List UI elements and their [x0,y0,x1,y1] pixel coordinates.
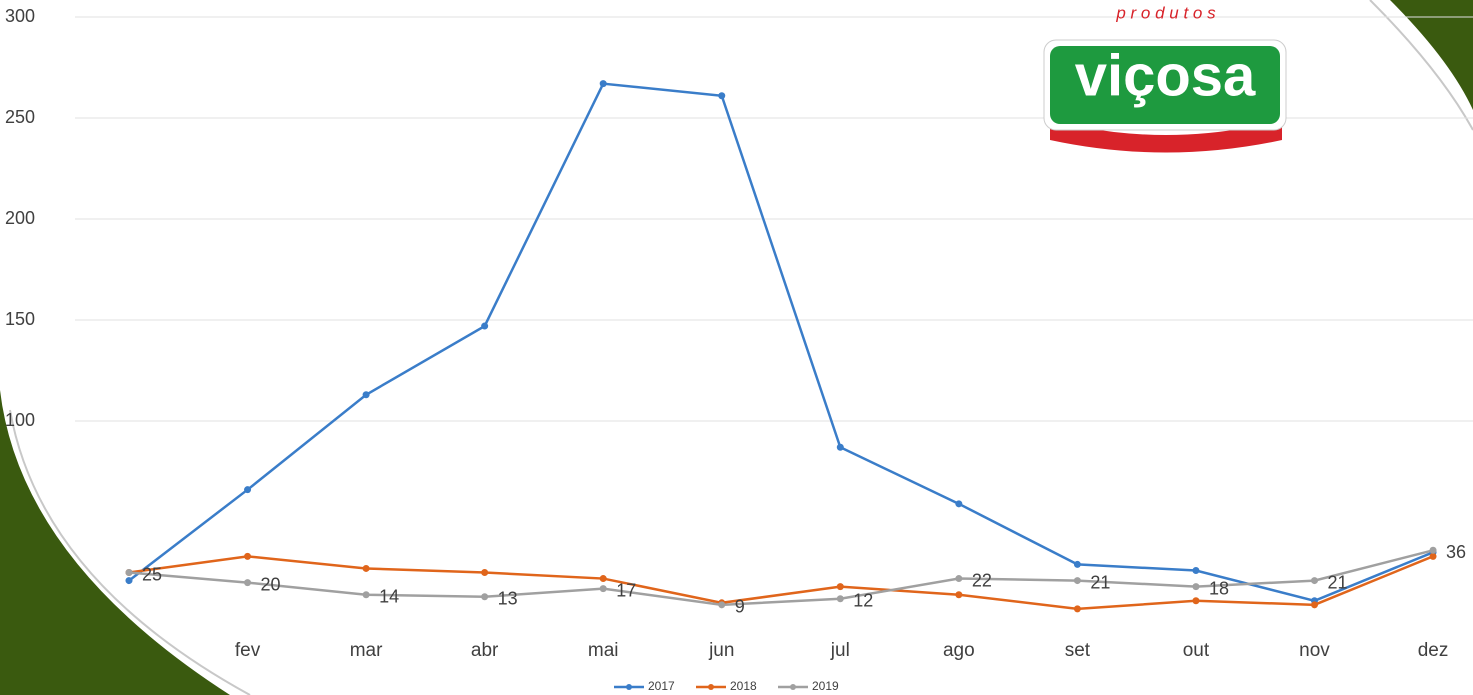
point [718,601,726,609]
x-tick-label: mai [588,640,619,661]
point [955,575,963,583]
y-tick-label: 100 [5,410,35,430]
x-tick-label: out [1183,640,1210,661]
point [836,595,844,603]
decoration [0,390,230,695]
legend-label: 2017 [648,679,675,693]
point [244,579,252,587]
data-label: 17 [616,580,636,600]
point [1073,605,1081,613]
x-tick-label: jul [830,640,850,661]
point [836,443,844,451]
y-tick-label: 250 [5,107,35,127]
series-line [128,82,1434,603]
point [1311,601,1318,609]
point [599,575,607,583]
point [125,569,133,576]
series-line [128,549,1434,607]
point [362,591,370,599]
data-label: 22 [972,570,992,590]
point [1073,560,1081,568]
y-tick-label: 300 [5,6,35,26]
point [1311,577,1318,585]
x-tick-label: mar [350,640,383,661]
x-tick-label: dez [1418,640,1449,661]
point [244,552,252,560]
point [1192,583,1200,591]
legend-marker [708,684,714,690]
legend-marker [626,684,632,690]
legend-label: 2018 [730,679,757,693]
data-label: 9 [735,597,745,617]
y-tick-label: 200 [5,208,35,228]
point [599,80,607,88]
point [1429,546,1437,554]
point [1073,577,1081,585]
data-label: 21 [1090,572,1110,592]
x-tick-label: jun [708,640,734,661]
point [836,583,844,591]
point [718,92,726,100]
x-tick-label: set [1065,640,1091,661]
data-label: 20 [261,574,281,594]
point [362,564,370,572]
series-line [128,555,1434,611]
point [599,585,607,593]
point [955,500,963,508]
point [1192,597,1200,605]
decoration [1390,0,1473,110]
decoration [9,409,251,695]
point [481,322,489,330]
point [1429,552,1437,560]
legend-marker [790,684,796,690]
logo-top: p r o d u t o s [1115,3,1216,22]
x-tick-label: fev [235,640,261,661]
point [1192,566,1200,574]
point [481,569,489,576]
y-tick-label: 150 [5,309,35,329]
logo-bg [1050,46,1280,124]
point [955,591,963,599]
data-label: 13 [498,588,518,608]
logo-brand: viçosa [1075,43,1256,108]
data-label: 14 [379,586,399,606]
point [362,391,370,399]
data-label: 21 [1328,572,1348,592]
logo: p r o d u t o s viçosa [1043,3,1287,153]
logo-ribbon [1050,120,1282,153]
data-label: 36 [1446,542,1466,562]
x-tick-label: abr [471,640,499,661]
decoration [1369,0,1473,131]
data-label: 12 [853,591,873,611]
point [244,486,252,494]
x-tick-label: ago [943,640,975,661]
data-label: 18 [1209,578,1229,598]
legend-label: 2019 [812,679,839,693]
x-tick-label: nov [1299,640,1330,661]
data-label: 25 [142,564,162,584]
point [481,593,489,601]
point [125,577,133,585]
